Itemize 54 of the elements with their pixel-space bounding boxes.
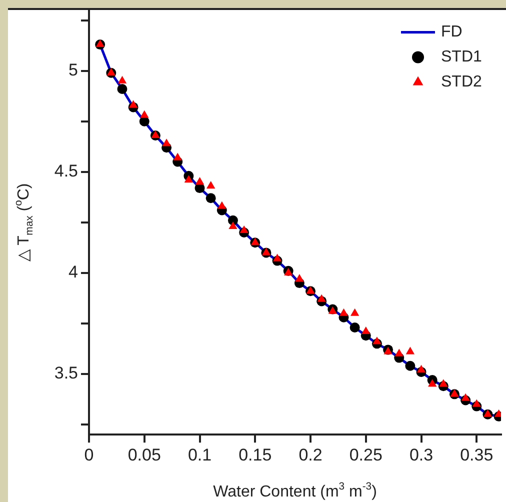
point bbox=[118, 76, 127, 84]
point bbox=[162, 138, 171, 146]
point bbox=[483, 409, 492, 417]
y-tick-label: 3.5 bbox=[54, 364, 78, 383]
y-tick-label: 4.5 bbox=[54, 162, 78, 181]
point bbox=[439, 379, 448, 387]
point bbox=[96, 40, 104, 48]
point bbox=[450, 389, 459, 397]
point bbox=[472, 399, 481, 407]
point bbox=[195, 176, 204, 184]
legend-label: STD1 bbox=[441, 48, 482, 66]
point bbox=[394, 348, 404, 356]
point bbox=[240, 225, 248, 233]
x-tick-label: 0.3 bbox=[409, 445, 434, 464]
point bbox=[461, 393, 470, 401]
point bbox=[362, 326, 370, 334]
x-tick-label: 0.2 bbox=[298, 445, 322, 464]
legend-label: STD2 bbox=[441, 74, 482, 91]
point bbox=[184, 174, 194, 182]
point bbox=[262, 248, 271, 256]
point bbox=[339, 308, 348, 316]
point bbox=[416, 364, 426, 372]
y-tick-label: 4 bbox=[68, 262, 78, 282]
point bbox=[350, 308, 360, 316]
x-tick-label: 0.35 bbox=[460, 445, 494, 464]
point bbox=[306, 286, 315, 294]
x-tick-label: 0.15 bbox=[238, 445, 272, 464]
x-tick-label: 0.1 bbox=[188, 445, 212, 464]
point bbox=[128, 100, 138, 108]
point bbox=[350, 322, 360, 332]
point bbox=[295, 274, 304, 282]
point bbox=[317, 294, 326, 302]
point bbox=[372, 336, 382, 344]
point bbox=[218, 201, 226, 209]
point bbox=[173, 152, 182, 160]
point bbox=[151, 130, 160, 138]
point bbox=[406, 346, 415, 354]
point bbox=[206, 181, 216, 189]
point bbox=[405, 360, 416, 371]
point bbox=[272, 254, 282, 262]
point bbox=[428, 379, 437, 387]
point bbox=[228, 221, 238, 229]
point bbox=[250, 238, 260, 246]
point bbox=[206, 193, 216, 204]
point bbox=[117, 84, 128, 94]
x-tick-label: 0.25 bbox=[349, 445, 382, 464]
point bbox=[140, 110, 149, 118]
x-tick-label: 0 bbox=[84, 445, 94, 464]
point bbox=[194, 183, 205, 194]
y-axis-title: △ Tmax (oC) bbox=[13, 183, 36, 262]
y-tick-label: 5 bbox=[68, 60, 78, 80]
point bbox=[106, 68, 116, 76]
x-tick-label: 0.05 bbox=[128, 445, 161, 464]
legend-label: FD bbox=[441, 24, 462, 41]
